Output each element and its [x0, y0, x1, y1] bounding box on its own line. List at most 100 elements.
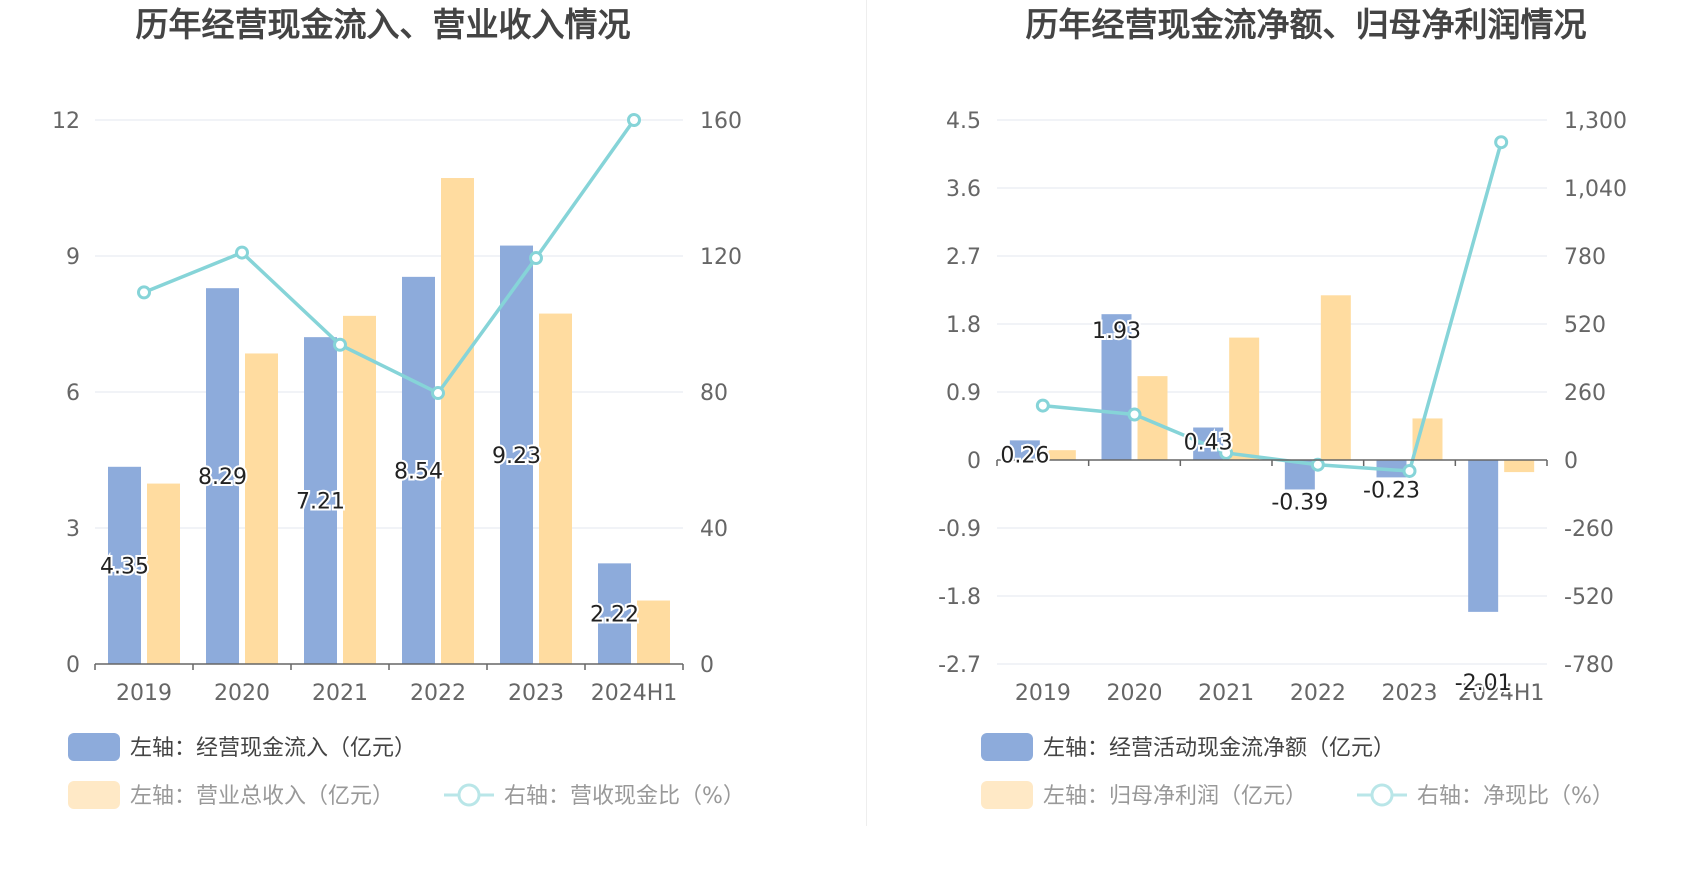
ratio-point — [1035, 398, 1050, 413]
left-axis-tick-label: -2.7 — [938, 653, 981, 678]
ratio-point — [1494, 135, 1509, 150]
left-axis-tick-label: -0.9 — [938, 517, 981, 542]
x-axis-category-label: 2020 — [214, 681, 270, 706]
bar-primary — [206, 288, 239, 664]
left-axis-tick-label: 6 — [66, 381, 80, 406]
bar-primary — [1468, 460, 1499, 612]
legend-label-inflow[interactable]: 左轴：经营现金流入（亿元） — [130, 736, 416, 761]
ratio-point — [431, 386, 445, 401]
left-axis-tick-label: 1.8 — [946, 313, 981, 338]
x-axis-category-label: 2022 — [1290, 681, 1346, 706]
bar-primary — [402, 276, 435, 664]
bar-data-label: 7.21 — [296, 490, 345, 515]
ratio-point — [529, 251, 543, 266]
legend-marker-ratio[interactable] — [457, 783, 481, 807]
bar-data-label: 1.93 — [1092, 319, 1141, 344]
bar-secondary — [637, 600, 670, 664]
left-axis-tick-label: 4.5 — [946, 109, 981, 134]
legend-label-net-cashflow[interactable]: 左轴：经营活动现金流净额（亿元） — [1043, 736, 1395, 761]
ratio-point — [1310, 457, 1325, 472]
left-axis-tick-label: 3.6 — [946, 177, 981, 202]
bar-secondary — [1320, 295, 1351, 460]
right-axis-tick-label: 1,040 — [1564, 177, 1627, 202]
right-axis-tick-label: 520 — [1564, 313, 1606, 338]
left-axis-tick-label: 9 — [66, 245, 80, 270]
ratio-point — [627, 113, 641, 127]
right-axis-tick-label: -260 — [1564, 517, 1614, 542]
right-axis-tick-label: -780 — [1564, 653, 1614, 678]
bar-secondary — [539, 313, 572, 664]
legend-swatch-net-cashflow[interactable] — [981, 733, 1033, 761]
x-axis-category-label: 2021 — [1198, 681, 1254, 706]
legend-label-net-cash-ratio[interactable]: 右轴：净现比（%） — [1417, 784, 1614, 809]
left-axis-tick-label: 3 — [66, 517, 80, 542]
legend-label-ratio[interactable]: 右轴：营收现金比（%） — [504, 784, 745, 809]
legend-label-revenue[interactable]: 左轴：营业总收入（亿元） — [130, 784, 394, 809]
bar-data-label: 0.43 — [1184, 431, 1233, 456]
x-axis-category-label: 2020 — [1107, 681, 1163, 706]
ratio-line — [143, 118, 636, 396]
right-axis-tick-label: 40 — [700, 517, 728, 542]
bar-secondary — [1045, 450, 1076, 460]
ratio-point — [235, 245, 249, 260]
right-axis-tick-label: 160 — [700, 109, 742, 134]
bar-primary — [1009, 440, 1040, 460]
bar-data-label: -2.01 — [1455, 671, 1512, 696]
right-axis-tick-label: 80 — [700, 381, 728, 406]
right-chart-svg: 历年经营现金流净额、归母净利润情况 -2.7 -1.8 -0.9 0 0.9 1.8 2.7… — [938, 5, 1627, 809]
ratio-point — [1219, 445, 1234, 460]
x-axis-category-label: 2022 — [410, 681, 466, 706]
bar-data-label: 8.54 — [394, 459, 443, 484]
bar-primary — [598, 563, 631, 664]
left-axis-tick-label: 0 — [967, 449, 981, 474]
left-axis-tick-label: 2.7 — [946, 245, 981, 270]
right-axis-tick-label: 0 — [700, 653, 714, 678]
right-chart-title: 历年经营现金流净额、归母净利润情况 — [1026, 5, 1587, 44]
right-axis-tick-label: 780 — [1564, 245, 1606, 270]
bar-data-label: 2.22 — [590, 603, 639, 628]
left-axis-tick-label: 0 — [66, 653, 80, 678]
bar-secondary — [147, 483, 180, 664]
bar-primary — [304, 337, 337, 664]
x-axis-category-label: 2021 — [312, 681, 368, 706]
left-axis-tick-label: 12 — [52, 109, 80, 134]
bar-primary — [108, 466, 141, 664]
x-axis-category-label: 2019 — [1015, 681, 1071, 706]
right-axis-tick-label: 120 — [700, 245, 742, 270]
bar-secondary — [343, 315, 376, 664]
panel-divider — [866, 0, 867, 826]
right-axis-tick-label: -520 — [1564, 585, 1614, 610]
ratio-point — [333, 337, 347, 352]
legend-marker-net-cash-ratio[interactable] — [1370, 783, 1394, 807]
ratio-line — [1042, 141, 1503, 473]
left-axis-tick-label: -1.8 — [938, 585, 981, 610]
bar-data-label: 9.23 — [492, 444, 541, 469]
x-axis-category-label: 2019 — [116, 681, 172, 706]
left-chart-title: 历年经营现金流入、营业收入情况 — [136, 5, 631, 44]
legend-label-net-profit[interactable]: 左轴：归母净利润（亿元） — [1043, 784, 1307, 809]
bar-secondary — [1504, 460, 1535, 473]
right-axis-tick-label: 260 — [1564, 381, 1606, 406]
left-axis-tick-label: 0.9 — [946, 381, 981, 406]
right-axis-tick-label: 1,300 — [1564, 109, 1627, 134]
bar-data-label: -0.39 — [1271, 490, 1328, 515]
left-chart-panel: 历年经营现金流入、营业收入情况 0 3 6 9 12 0 40 80 120 160 2019 202… — [52, 5, 745, 809]
bar-secondary — [441, 178, 474, 664]
bar-data-label: -0.23 — [1363, 478, 1420, 503]
legend-swatch-inflow[interactable] — [68, 733, 120, 761]
right-axis-tick-label: 0 — [1564, 449, 1578, 474]
right-chart-panel: 历年经营现金流净额、归母净利润情况 -2.7 -1.8 -0.9 0 0.9 1.8 2.7… — [866, 0, 1700, 874]
bar-data-label: 4.35 — [100, 554, 149, 579]
ratio-point — [1127, 407, 1142, 422]
ratio-point — [1402, 463, 1417, 478]
x-axis-category-label: 2023 — [508, 681, 564, 706]
x-axis-category-label: 2023 — [1382, 681, 1438, 706]
legend-swatch-revenue[interactable] — [68, 781, 120, 809]
ratio-point — [137, 285, 151, 300]
bar-secondary — [245, 353, 278, 664]
legend-swatch-net-profit[interactable] — [981, 781, 1033, 809]
bar-primary — [500, 245, 533, 664]
bar-secondary — [1229, 337, 1260, 460]
x-axis-category-label: 2024H1 — [1458, 681, 1545, 706]
